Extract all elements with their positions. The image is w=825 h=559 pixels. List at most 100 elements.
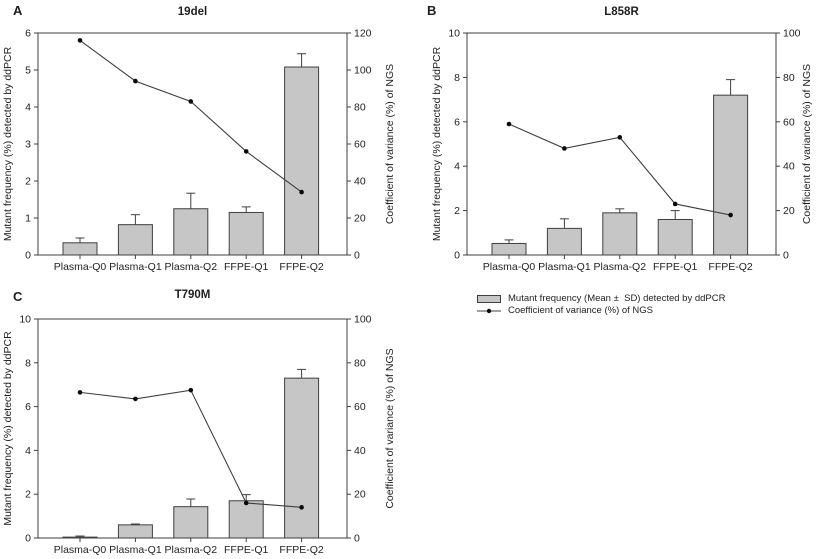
panel-b-letter: B bbox=[427, 3, 437, 18]
x-axis: Plasma-Q0 Plasma-Q1 Plasma-Q2 FFPE-Q1 FFPE-Q… bbox=[54, 538, 324, 556]
category-label: Plasma-Q1 bbox=[109, 261, 162, 273]
tick-label: 40 bbox=[354, 176, 366, 188]
tick-label: 100 bbox=[783, 28, 801, 40]
category-label: FFPE-Q2 bbox=[279, 261, 323, 273]
tick-label: 80 bbox=[354, 357, 366, 369]
category-label: FFPE-Q2 bbox=[708, 261, 752, 273]
bars bbox=[62, 53, 320, 256]
tick-label: 1 bbox=[25, 213, 31, 225]
tick-label: 6 bbox=[454, 116, 460, 128]
panel-a-letter: A bbox=[13, 3, 23, 18]
panel-title: 19del bbox=[178, 6, 207, 18]
category-label: Plasma-Q0 bbox=[54, 544, 107, 556]
line-marker bbox=[299, 189, 304, 195]
tick-label: 100 bbox=[354, 314, 372, 326]
tick-label: 20 bbox=[783, 205, 795, 217]
bar bbox=[62, 242, 98, 256]
line-marker bbox=[133, 396, 138, 402]
tick-label: 100 bbox=[354, 65, 372, 77]
bar bbox=[228, 500, 264, 539]
tick-label: 0 bbox=[354, 533, 360, 545]
tick-label: 80 bbox=[354, 102, 366, 114]
category-label: FFPE-Q1 bbox=[224, 261, 268, 273]
y-axis-right: 0 20 40 60 80 100 bbox=[776, 28, 801, 262]
tick-label: 10 bbox=[19, 314, 31, 326]
y-axis-left-title: Mutant frequency (%) detected by ddPCR bbox=[2, 331, 14, 526]
tick-label: 8 bbox=[25, 357, 31, 369]
y-axis-left: 0 1 2 3 4 5 6 bbox=[25, 28, 38, 262]
y-axis-left: 0 2 4 6 8 10 bbox=[19, 314, 38, 545]
tick-label: 0 bbox=[454, 250, 460, 262]
line-path bbox=[79, 389, 302, 508]
category-label: Plasma-Q2 bbox=[594, 261, 647, 273]
tick-label: 4 bbox=[25, 445, 31, 457]
category-label: FFPE-Q1 bbox=[224, 544, 268, 556]
tick-label: 5 bbox=[25, 65, 31, 77]
bar bbox=[173, 506, 209, 539]
x-axis: Plasma-Q0 Plasma-Q1 Plasma-Q2 FFPE-Q1 FFPE-Q… bbox=[483, 255, 753, 273]
tick-label: 3 bbox=[25, 139, 31, 151]
y-axis-left: 0 2 4 6 8 10 bbox=[448, 28, 467, 262]
tick-label: 0 bbox=[783, 250, 789, 262]
line-marker bbox=[188, 387, 194, 393]
tick-label: 0 bbox=[25, 533, 31, 545]
cv-line bbox=[77, 387, 304, 510]
bars bbox=[491, 79, 749, 256]
legend-line-label: Coefficient of variance (%) of NGS bbox=[508, 305, 654, 316]
line-marker bbox=[77, 38, 83, 43]
tick-label: 10 bbox=[448, 28, 460, 40]
tick-label: 60 bbox=[783, 116, 795, 128]
category-label: FFPE-Q2 bbox=[279, 544, 323, 556]
panel-title: L858R bbox=[604, 6, 639, 18]
category-label: Plasma-Q2 bbox=[165, 261, 218, 273]
y-axis-right: 0 20 40 60 80 100 120 bbox=[347, 28, 372, 262]
tick-label: 6 bbox=[25, 401, 31, 413]
bar bbox=[117, 524, 153, 539]
line-swatch-icon bbox=[477, 308, 501, 313]
line-marker bbox=[243, 149, 249, 154]
legend-item-line: Coefficient of variance (%) of NGS bbox=[477, 305, 725, 316]
category-label: Plasma-Q2 bbox=[165, 544, 218, 556]
bar bbox=[491, 242, 527, 256]
tick-label: 4 bbox=[454, 161, 460, 173]
bar-swatch-icon bbox=[477, 294, 501, 303]
legend: Mutant frequency (Mean ± SD) detected by… bbox=[477, 293, 725, 316]
y-axis-right-title: Coefficient of variance (%) of NGS bbox=[801, 64, 813, 224]
tick-label: 6 bbox=[25, 28, 31, 40]
y-axis-right: 0 20 40 60 80 100 bbox=[347, 314, 372, 545]
category-label: Plasma-Q0 bbox=[483, 261, 536, 273]
legend-bar-label: Mutant frequency (Mean ± SD) detected by… bbox=[508, 293, 726, 304]
line-marker bbox=[77, 390, 83, 395]
y-axis-left-title: Mutant frequency (%) detected by ddPCR bbox=[2, 46, 14, 241]
tick-label: 60 bbox=[354, 401, 366, 413]
tick-label: 2 bbox=[25, 176, 31, 188]
y-axis-right-title: Coefficient of variance (%) of NGS bbox=[384, 348, 396, 508]
line-marker bbox=[617, 135, 623, 140]
category-label: Plasma-Q0 bbox=[54, 261, 107, 273]
cv-line bbox=[506, 121, 733, 218]
tick-label: 4 bbox=[25, 102, 31, 114]
bar bbox=[117, 224, 153, 256]
tick-label: 0 bbox=[354, 250, 360, 262]
bar bbox=[62, 536, 98, 539]
tick-label: 80 bbox=[783, 72, 795, 84]
line-marker bbox=[506, 121, 512, 127]
category-label: FFPE-Q1 bbox=[653, 261, 697, 273]
cv-line bbox=[77, 38, 304, 195]
tick-label: 40 bbox=[783, 161, 795, 173]
x-axis: Plasma-Q0 Plasma-Q1 Plasma-Q2 FFPE-Q1 FFPE-Q… bbox=[54, 255, 324, 273]
bar bbox=[546, 227, 582, 256]
y-axis-left-title: Mutant frequency (%) detected by ddPCR bbox=[431, 46, 443, 241]
category-label: Plasma-Q1 bbox=[538, 261, 591, 273]
tick-label: 20 bbox=[354, 213, 366, 225]
bar bbox=[173, 208, 209, 256]
line-marker bbox=[243, 500, 249, 506]
bar bbox=[602, 212, 638, 256]
tick-label: 40 bbox=[354, 445, 366, 457]
tick-label: 8 bbox=[454, 72, 460, 84]
bar bbox=[713, 94, 749, 256]
line-marker bbox=[562, 146, 567, 151]
line-path bbox=[79, 39, 302, 193]
